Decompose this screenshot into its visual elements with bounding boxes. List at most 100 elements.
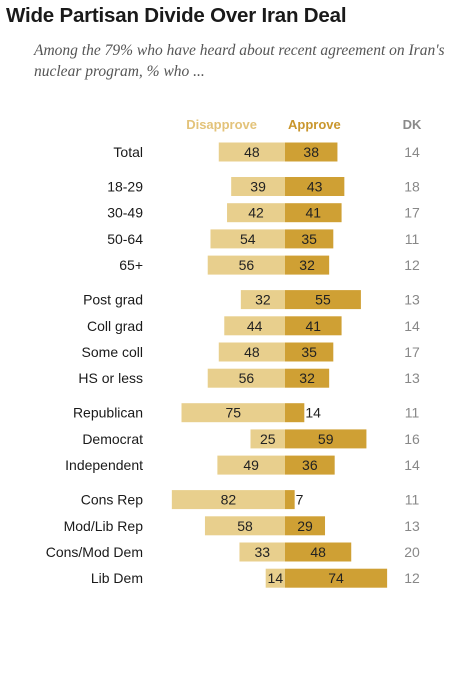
category-label: 65+ xyxy=(119,257,143,273)
approve-bar xyxy=(285,177,345,196)
dk-value-label: 12 xyxy=(404,570,420,586)
approve-value-label: 29 xyxy=(297,518,313,534)
disapprove-bar xyxy=(250,429,285,449)
disapprove-bar xyxy=(207,368,285,388)
disapprove-value-label: 56 xyxy=(239,370,255,386)
category-label: Post grad xyxy=(83,292,143,308)
disapprove-bar xyxy=(240,290,285,310)
category-label: Cons/Mod Dem xyxy=(46,544,143,560)
disapprove-value-label: 58 xyxy=(237,518,253,534)
approve-value-label: 7 xyxy=(296,492,304,508)
approve-bar xyxy=(285,290,361,310)
dk-value-label: 20 xyxy=(404,544,420,560)
disapprove-value-label: 14 xyxy=(268,570,284,586)
disapprove-value-label: 48 xyxy=(244,344,260,360)
category-label: Republican xyxy=(73,405,143,421)
approve-value-label: 59 xyxy=(318,431,334,447)
category-label: 30-49 xyxy=(107,205,143,221)
category-label: Some coll xyxy=(82,344,143,360)
disapprove-value-label: 48 xyxy=(244,144,260,160)
dk-value-label: 13 xyxy=(404,292,420,308)
disapprove-value-label: 33 xyxy=(254,544,270,560)
category-label: Coll grad xyxy=(87,318,143,334)
category-label: Mod/Lib Rep xyxy=(64,518,144,534)
disapprove-value-label: 42 xyxy=(248,205,264,221)
disapprove-value-label: 56 xyxy=(239,257,255,273)
disapprove-bar xyxy=(231,177,285,196)
disapprove-bar xyxy=(224,316,285,336)
disapprove-value-label: 49 xyxy=(243,457,259,473)
approve-bar xyxy=(285,255,330,275)
disapprove-bar xyxy=(218,142,285,162)
approve-value-label: 74 xyxy=(328,570,344,586)
disapprove-bar xyxy=(227,203,285,223)
dk-value-label: 16 xyxy=(404,431,420,447)
approve-bar xyxy=(285,142,338,162)
dk-value-label: 13 xyxy=(404,518,420,534)
dk-value-label: 17 xyxy=(404,205,420,221)
approve-bar xyxy=(285,316,342,336)
disapprove-value-label: 32 xyxy=(255,292,271,308)
disapprove-value-label: 44 xyxy=(247,318,263,334)
category-label: Democrat xyxy=(82,431,143,447)
approve-bar xyxy=(285,568,388,588)
header-approve: Approve xyxy=(288,117,341,132)
approve-value-label: 32 xyxy=(299,370,315,386)
approve-value-label: 48 xyxy=(310,544,326,560)
dk-value-label: 18 xyxy=(404,179,420,195)
disapprove-bar xyxy=(218,342,285,362)
disapprove-bar xyxy=(181,403,285,423)
dk-value-label: 11 xyxy=(405,231,420,247)
approve-value-label: 14 xyxy=(305,405,321,421)
approve-value-label: 41 xyxy=(306,205,322,221)
category-label: 50-64 xyxy=(107,231,143,247)
dk-value-label: 14 xyxy=(404,144,420,160)
disapprove-bar xyxy=(210,229,285,249)
approve-bar xyxy=(285,368,330,388)
approve-bar xyxy=(285,516,326,536)
dk-value-label: 14 xyxy=(404,457,420,473)
approve-value-label: 55 xyxy=(315,292,331,308)
approve-bar xyxy=(285,403,305,423)
chart-subtitle: Among the 79% who have heard about recen… xyxy=(34,42,445,80)
category-label: Total xyxy=(113,144,143,160)
chart-title: Wide Partisan Divide Over Iran Deal xyxy=(6,4,347,27)
approve-bar xyxy=(285,203,342,223)
disapprove-bar xyxy=(265,568,285,588)
dk-value-label: 11 xyxy=(405,405,420,421)
disapprove-bar xyxy=(204,516,285,536)
category-label: Cons Rep xyxy=(81,492,143,508)
category-label: HS or less xyxy=(78,370,143,386)
dk-value-label: 11 xyxy=(405,492,420,508)
approve-value-label: 35 xyxy=(301,344,317,360)
dk-value-label: 13 xyxy=(404,370,420,386)
approve-value-label: 36 xyxy=(302,457,318,473)
dk-value-label: 12 xyxy=(404,257,420,273)
disapprove-value-label: 82 xyxy=(221,492,237,508)
category-label: Lib Dem xyxy=(91,570,143,586)
approve-bar xyxy=(285,542,352,562)
approve-bar xyxy=(285,229,334,249)
approve-bar xyxy=(285,455,335,475)
approve-bar xyxy=(285,490,295,510)
header-disapprove: Disapprove xyxy=(186,117,257,132)
disapprove-bar xyxy=(207,255,285,275)
approve-bar xyxy=(285,342,334,362)
header-dk: DK xyxy=(403,117,422,132)
approve-value-label: 38 xyxy=(303,144,319,160)
disapprove-bar xyxy=(239,542,285,562)
disapprove-bar xyxy=(217,455,285,475)
disapprove-value-label: 25 xyxy=(260,431,276,447)
disapprove-bar xyxy=(171,490,285,510)
approve-bar xyxy=(285,429,367,449)
dk-value-label: 14 xyxy=(404,318,420,334)
disapprove-value-label: 39 xyxy=(250,179,266,195)
approve-value-label: 41 xyxy=(306,318,322,334)
disapprove-value-label: 75 xyxy=(225,405,241,421)
category-label: Independent xyxy=(65,457,143,473)
approve-value-label: 43 xyxy=(307,179,323,195)
dk-value-label: 17 xyxy=(404,344,420,360)
disapprove-value-label: 54 xyxy=(240,231,256,247)
approve-value-label: 35 xyxy=(301,231,317,247)
